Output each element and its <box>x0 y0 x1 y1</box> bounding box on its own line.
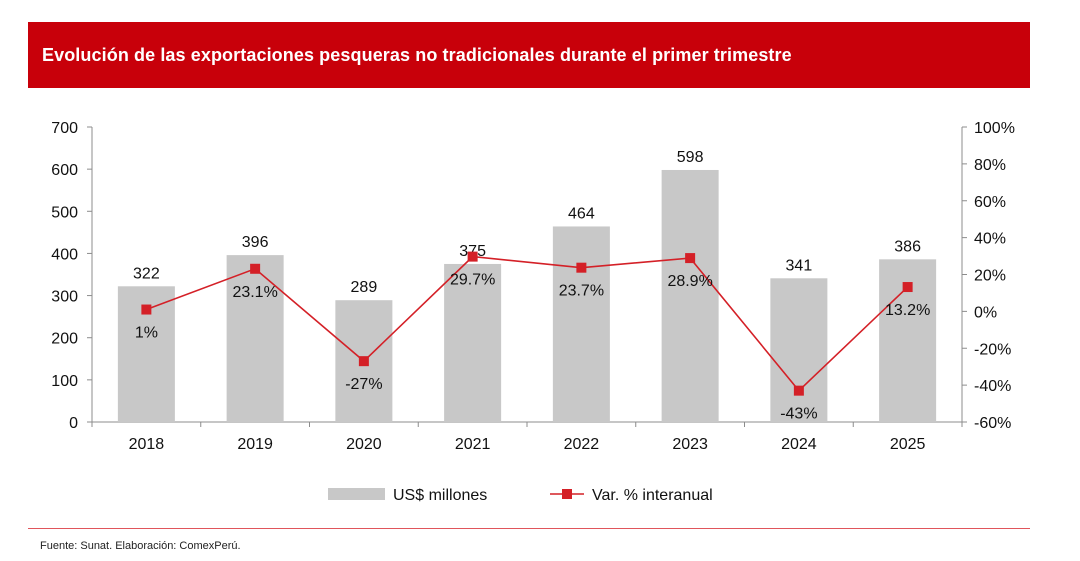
x-tick-label: 2024 <box>781 436 817 453</box>
footer-divider <box>28 528 1030 529</box>
variation-value-label: 23.7% <box>559 283 604 300</box>
bar-value-label: 598 <box>677 149 704 166</box>
variation-value-label: -27% <box>345 376 382 393</box>
bar-2022 <box>552 226 610 422</box>
x-tick-label: 2019 <box>237 436 273 453</box>
chart-header: Evolución de las exportaciones pesqueras… <box>28 22 1030 88</box>
right-tick-label: -20% <box>974 341 1011 358</box>
variation-value-label: -43% <box>780 406 817 423</box>
bar-value-label: 396 <box>242 234 269 251</box>
left-tick-label: 400 <box>51 246 78 263</box>
variation-marker-2020 <box>358 356 369 367</box>
left-tick-label: 600 <box>51 162 78 179</box>
variation-marker-2018 <box>141 304 152 315</box>
x-tick-label: 2023 <box>672 436 708 453</box>
legend-line-marker <box>562 489 572 499</box>
bar-2023 <box>661 169 719 422</box>
variation-marker-2019 <box>250 263 261 274</box>
right-tick-label: -60% <box>974 415 1011 432</box>
bar-value-label: 386 <box>894 238 921 255</box>
bar-2019 <box>226 255 284 422</box>
left-tick-label: 100 <box>51 373 78 390</box>
bar-value-label: 341 <box>786 257 813 274</box>
variation-marker-2023 <box>685 253 696 264</box>
left-tick-label: 0 <box>69 415 78 432</box>
bar-value-label: 289 <box>351 279 378 296</box>
variation-line <box>146 255 909 392</box>
left-tick-label: 300 <box>51 289 78 306</box>
right-tick-label: 0% <box>974 304 997 321</box>
right-tick-label: -40% <box>974 378 1011 395</box>
x-tick-label: 2020 <box>346 436 382 453</box>
right-tick-label: 100% <box>974 120 1015 137</box>
right-tick-label: 40% <box>974 231 1006 248</box>
variation-marker-2025 <box>902 282 913 293</box>
variation-value-label: 23.1% <box>232 284 277 301</box>
right-tick-label: 80% <box>974 157 1006 174</box>
x-tick-label: 2025 <box>890 436 926 453</box>
source-note: Fuente: Sunat. Elaboración: ComexPerú. <box>40 540 241 552</box>
chart-title: Evolución de las exportaciones pesqueras… <box>42 44 792 65</box>
variation-marker-2024 <box>793 385 804 396</box>
x-tick-label: 2018 <box>129 436 165 453</box>
variation-marker-2022 <box>576 262 587 273</box>
variation-value-label: 28.9% <box>667 273 712 290</box>
bar-value-label: 375 <box>459 243 486 260</box>
x-tick-label: 2021 <box>455 436 491 453</box>
left-tick-label: 500 <box>51 204 78 221</box>
variation-marker-2021 <box>467 251 478 262</box>
left-tick-label: 200 <box>51 331 78 348</box>
x-tick-label: 2022 <box>564 436 600 453</box>
variation-value-label: 29.7% <box>450 272 495 289</box>
bar-2024 <box>770 278 828 422</box>
legend-bar-swatch <box>328 488 385 500</box>
variation-value-label: 1% <box>135 325 158 342</box>
legend-bar-label: US$ millones <box>393 487 487 504</box>
right-tick-label: 60% <box>974 194 1006 211</box>
right-tick-label: 20% <box>974 268 1006 285</box>
left-tick-label: 700 <box>51 120 78 137</box>
bar-2021 <box>444 263 502 422</box>
legend-line-label: Var. % interanual <box>592 487 713 504</box>
variation-value-label: 13.2% <box>885 302 930 319</box>
bar-value-label: 464 <box>568 205 595 222</box>
bar-value-label: 322 <box>133 265 160 282</box>
